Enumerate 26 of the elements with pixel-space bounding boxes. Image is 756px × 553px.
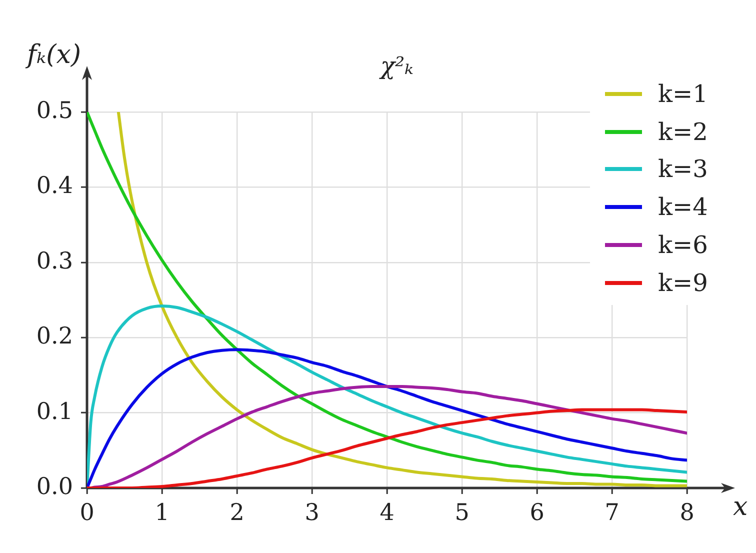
x-axis-title: x [733, 492, 748, 522]
y-tick-label: 0.1 [36, 398, 73, 425]
x-tick-label: 4 [380, 500, 394, 526]
x-tick-label: 0 [80, 500, 94, 526]
line-series [87, 348, 687, 488]
y-tick-label: 0.3 [36, 248, 73, 274]
x-tick-label: 2 [230, 500, 244, 526]
line-series [87, 408, 687, 488]
x-tick-label: 1 [154, 500, 170, 526]
y-tick-label: 0.0 [36, 474, 73, 500]
chart-title: χ²ₖ [380, 52, 414, 80]
y-tick-label: 0.5 [36, 98, 73, 124]
x-tick-label: 7 [604, 500, 620, 526]
legend-label: k=9 [658, 268, 708, 297]
y-tick-label: 0.2 [36, 324, 73, 350]
x-tick-label: 3 [304, 500, 320, 526]
legend-label: k=6 [658, 231, 708, 260]
x-tick-label: 8 [680, 500, 694, 526]
legend-label: k=4 [658, 193, 708, 222]
x-tick-label: 6 [530, 500, 544, 526]
legend-label: k=3 [658, 155, 708, 184]
x-tick-label: 5 [454, 500, 470, 526]
y-tick-label: 0.4 [36, 173, 73, 200]
legend-label: k=1 [658, 80, 708, 108]
y-axis-title: fₖ(x) [27, 40, 82, 70]
legend-label: k=2 [658, 118, 708, 146]
